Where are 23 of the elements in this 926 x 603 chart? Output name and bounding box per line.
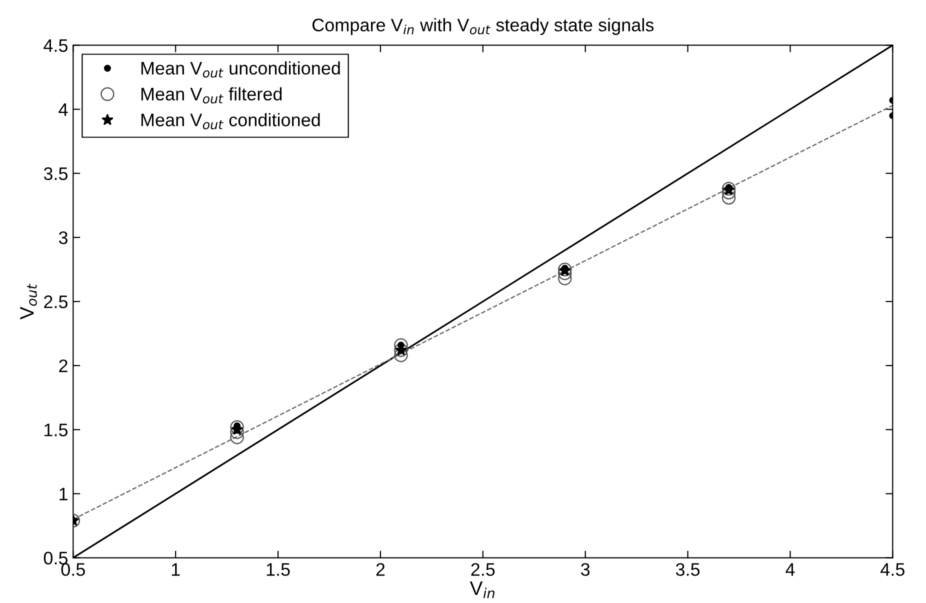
x-tick-label: 3.5 bbox=[676, 563, 700, 576]
y-tick-label: 4.5 bbox=[44, 39, 68, 52]
x-tick-label: 2.5 bbox=[471, 563, 495, 576]
x-tick-label: 2 bbox=[376, 563, 385, 576]
x-tick-label: 4.5 bbox=[880, 563, 904, 576]
y-tick-label: 2 bbox=[59, 360, 68, 372]
legend-label: Mean V$_{out}$ conditioned bbox=[141, 113, 320, 130]
legend-label: Mean V$_{out}$ filtered bbox=[141, 87, 282, 104]
y-tick-label: 3 bbox=[58, 231, 68, 244]
legend-label: Mean V$_{out}$ unconditioned bbox=[141, 61, 340, 78]
y-tick-label: 2.5 bbox=[44, 295, 68, 308]
x-tick-label: 1.5 bbox=[266, 563, 290, 576]
y-tick-label: 1 bbox=[60, 488, 68, 500]
x-tick-label: 4 bbox=[786, 563, 795, 576]
y-axis-title: V$_{out}$ bbox=[20, 284, 37, 320]
y-tick-label: 1.5 bbox=[44, 424, 68, 436]
x-tick-label: 1 bbox=[172, 563, 180, 576]
x-axis-title: V$_{in}$ bbox=[470, 582, 494, 598]
y-tick-label: 0.5 bbox=[44, 552, 68, 564]
chart-title: Compare V$_{in}$ with V$_{out}$ steady state signals bbox=[312, 18, 654, 35]
x-tick-label: 3 bbox=[581, 563, 590, 576]
y-tick-label: 4 bbox=[58, 103, 68, 116]
y-tick-label: 3.5 bbox=[44, 167, 68, 180]
